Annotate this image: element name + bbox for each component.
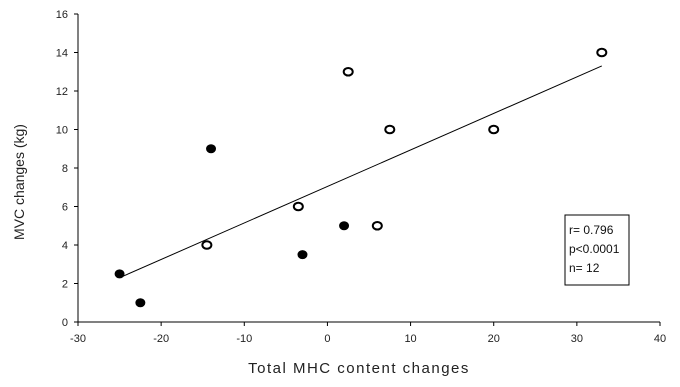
axes (74, 13, 661, 326)
data-point-open (201, 240, 213, 250)
data-point-open (342, 66, 354, 77)
data-points (114, 47, 608, 308)
data-point-filled (114, 269, 125, 279)
x-tick-label: -30 (70, 333, 86, 345)
x-tick-label: 20 (488, 333, 500, 345)
y-tick-label: 4 (62, 240, 68, 252)
data-point-open (384, 124, 396, 135)
stat-p: p<0.0001 (569, 242, 620, 256)
tick-labels: -30 -20 -10 0 10 20 30 40 0 2 4 6 8 10 12 14 16 (56, 9, 666, 345)
x-tick-label: -20 (153, 333, 169, 345)
y-tick-label: 10 (56, 125, 68, 137)
y-tick-label: 8 (62, 163, 68, 175)
y-tick-label: 16 (56, 9, 68, 21)
y-tick-label: 14 (56, 48, 68, 60)
x-tick-label: 40 (654, 333, 666, 345)
data-point-open (596, 47, 608, 58)
stats-annotation: r= 0.796 p<0.0001 n= 12 (564, 214, 630, 286)
data-point-filled (206, 144, 217, 154)
x-tick-label: 10 (404, 333, 416, 345)
x-tick-label: -10 (236, 333, 252, 345)
data-point-filled (297, 250, 308, 260)
stat-r: r= 0.796 (569, 223, 614, 237)
regression-line (119, 65, 603, 279)
data-point-filled (339, 221, 350, 231)
y-tick-label: 12 (56, 86, 68, 98)
data-point-open (371, 220, 383, 231)
y-axis-title: MVC changes (kg) (11, 124, 27, 240)
y-tick-label: 0 (62, 317, 68, 329)
x-tick-label: 0 (324, 333, 330, 345)
data-point-open (488, 124, 500, 135)
x-tick-label: 30 (571, 333, 583, 345)
y-tick-label: 2 (62, 279, 68, 291)
stat-n: n= 12 (569, 261, 600, 275)
x-axis-title: Total MHC content changes (248, 360, 470, 377)
data-point-filled (135, 298, 146, 308)
data-point-open (292, 201, 304, 212)
y-tick-label: 6 (62, 202, 68, 214)
stats-box-frame (564, 214, 630, 286)
